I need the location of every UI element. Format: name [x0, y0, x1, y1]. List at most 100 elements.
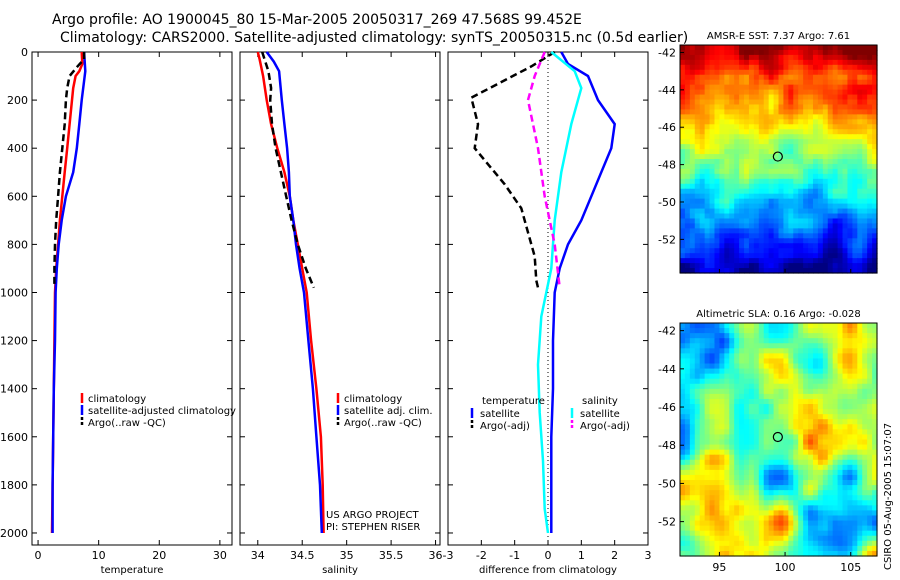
sst-map-heatmap-cell: [867, 213, 873, 220]
temperature-ytick-label: 1600: [0, 431, 28, 444]
sla-map-heatmap-cell: [783, 454, 789, 461]
sst-map-heatmap-cell: [724, 134, 730, 140]
sla-map-heatmap-cell: [768, 459, 775, 466]
sst-map-heatmap-cell: [684, 45, 691, 51]
sla-map-heatmap-cell: [689, 388, 696, 395]
sla-map-heatmap-cell: [729, 530, 735, 537]
sla-map-heatmap-cell: [719, 469, 725, 476]
sla-map-heatmap-cell: [842, 353, 849, 360]
sst-map-heatmap-cell: [788, 144, 794, 150]
sla-map-heatmap-cell: [783, 525, 789, 532]
sst-map-heatmap-cell: [768, 223, 775, 229]
sla-map-heatmap-cell: [822, 515, 829, 522]
sst-map-heatmap-cell: [837, 268, 844, 274]
sst-map-heatmap-cell: [837, 218, 844, 225]
sla-map-heatmap-cell: [709, 525, 716, 532]
sst-map-heatmap-cell: [734, 218, 740, 225]
sst-map-heatmap-cell: [694, 139, 701, 145]
sla-map-heatmap-cell: [719, 414, 725, 420]
sst-map-heatmap-cell: [832, 173, 839, 180]
sla-map-heatmap-cell: [773, 490, 780, 496]
sla-map-heatmap-cell: [783, 328, 789, 334]
sst-map-heatmap-cell: [753, 168, 760, 175]
sst-map-heatmap-cell: [773, 248, 780, 254]
sst-map-heatmap-cell: [709, 149, 716, 155]
sla-map-heatmap-cell: [704, 480, 711, 486]
sla-map-heatmap-cell: [793, 368, 799, 375]
sst-map-heatmap-cell: [817, 69, 824, 76]
sst-map-heatmap-cell: [709, 208, 716, 215]
sla-map-heatmap-cell: [734, 333, 740, 339]
sla-map-heatmap-cell: [862, 474, 868, 481]
sla-map-heatmap-cell: [753, 353, 760, 360]
sla-map-heatmap-cell: [803, 545, 809, 552]
sst-map-heatmap-cell: [773, 233, 780, 239]
sst-map-heatmap-cell: [739, 188, 745, 195]
sla-map-heatmap-cell: [822, 550, 829, 557]
sst-map-heatmap-cell: [768, 183, 775, 190]
sla-map-heatmap-cell: [788, 459, 794, 466]
sla-map-heatmap-cell: [778, 424, 785, 430]
sst-map-heatmap-cell: [773, 178, 780, 185]
sst-map-heatmap-cell: [808, 104, 814, 111]
sst-map-heatmap-cell: [852, 74, 858, 81]
sst-map-heatmap-cell: [684, 248, 691, 254]
sst-map-heatmap-cell: [699, 139, 706, 145]
sla-map-heatmap-cell: [714, 429, 720, 436]
sla-map-heatmap-cell: [837, 490, 844, 496]
sla-map-heatmap-cell: [694, 373, 701, 380]
sla-map-heatmap-cell: [719, 373, 725, 380]
sla-map-heatmap-cell: [788, 530, 794, 537]
sla-map-heatmap-cell: [778, 368, 785, 375]
sla-map-heatmap-cell: [847, 500, 853, 506]
sst-map-heatmap-cell: [872, 59, 878, 66]
sla-map-heatmap-cell: [822, 464, 829, 471]
sst-map-heatmap-cell: [842, 268, 849, 274]
sla-map-heatmap-cell: [793, 429, 799, 436]
sst-map-heatmap-cell: [758, 183, 765, 190]
sla-map-heatmap-cell: [748, 490, 755, 496]
sst-map-heatmap-cell: [763, 69, 770, 76]
sst-map-heatmap-cell: [872, 223, 878, 229]
sst-map-heatmap-cell: [758, 64, 765, 71]
sla-map-heatmap-cell: [680, 449, 686, 456]
sst-map-heatmap-cell: [783, 119, 789, 125]
temperature-xtick-label: 30: [213, 549, 227, 562]
sst-map-heatmap-cell: [812, 74, 819, 81]
sla-map-heatmap-cell: [734, 535, 740, 542]
sst-map-heatmap-cell: [709, 258, 716, 264]
sla-map-heatmap-cell: [719, 540, 725, 547]
sst-map-heatmap-cell: [842, 203, 849, 210]
sla-map-heatmap-cell: [783, 333, 789, 339]
sst-map-heatmap-cell: [709, 263, 716, 269]
sst-map-heatmap-cell: [808, 139, 814, 145]
sla-map-heatmap-cell: [699, 444, 706, 451]
sst-map-heatmap-cell: [793, 198, 799, 205]
sst-map-heatmap-cell: [709, 119, 716, 125]
sst-map-heatmap-cell: [832, 263, 839, 269]
sst-map-heatmap-cell: [753, 193, 760, 200]
sla-map-heatmap-cell: [857, 404, 863, 410]
sst-map-heatmap-cell: [739, 173, 745, 180]
sla-map-heatmap-cell: [758, 419, 765, 425]
sla-map-heatmap-cell: [734, 525, 740, 532]
sst-map-heatmap-cell: [842, 178, 849, 185]
sst-map-heatmap-cell: [739, 238, 745, 244]
sla-map-heatmap-cell: [822, 510, 829, 517]
sst-map-heatmap-cell: [827, 69, 834, 76]
sst-map-heatmap-cell: [694, 243, 701, 249]
sla-map-heatmap-cell: [867, 383, 873, 390]
sla-map-heatmap-cell: [822, 363, 829, 370]
sst-map-heatmap-cell: [768, 59, 775, 66]
sla-map-heatmap-cell: [847, 353, 853, 360]
sst-map-heatmap-cell: [847, 124, 853, 130]
sla-map-heatmap-cell: [852, 495, 858, 501]
sla-map-heatmap-cell: [724, 545, 730, 552]
sla-map-heatmap-cell: [812, 530, 819, 537]
sla-map-heatmap-cell: [729, 409, 735, 415]
sst-map-heatmap-cell: [729, 104, 735, 111]
sla-map-heatmap-cell: [773, 434, 780, 441]
sla-map-heatmap-cell: [734, 510, 740, 517]
sst-map-heatmap-cell: [734, 253, 740, 259]
sst-map-heatmap-cell: [768, 268, 775, 274]
